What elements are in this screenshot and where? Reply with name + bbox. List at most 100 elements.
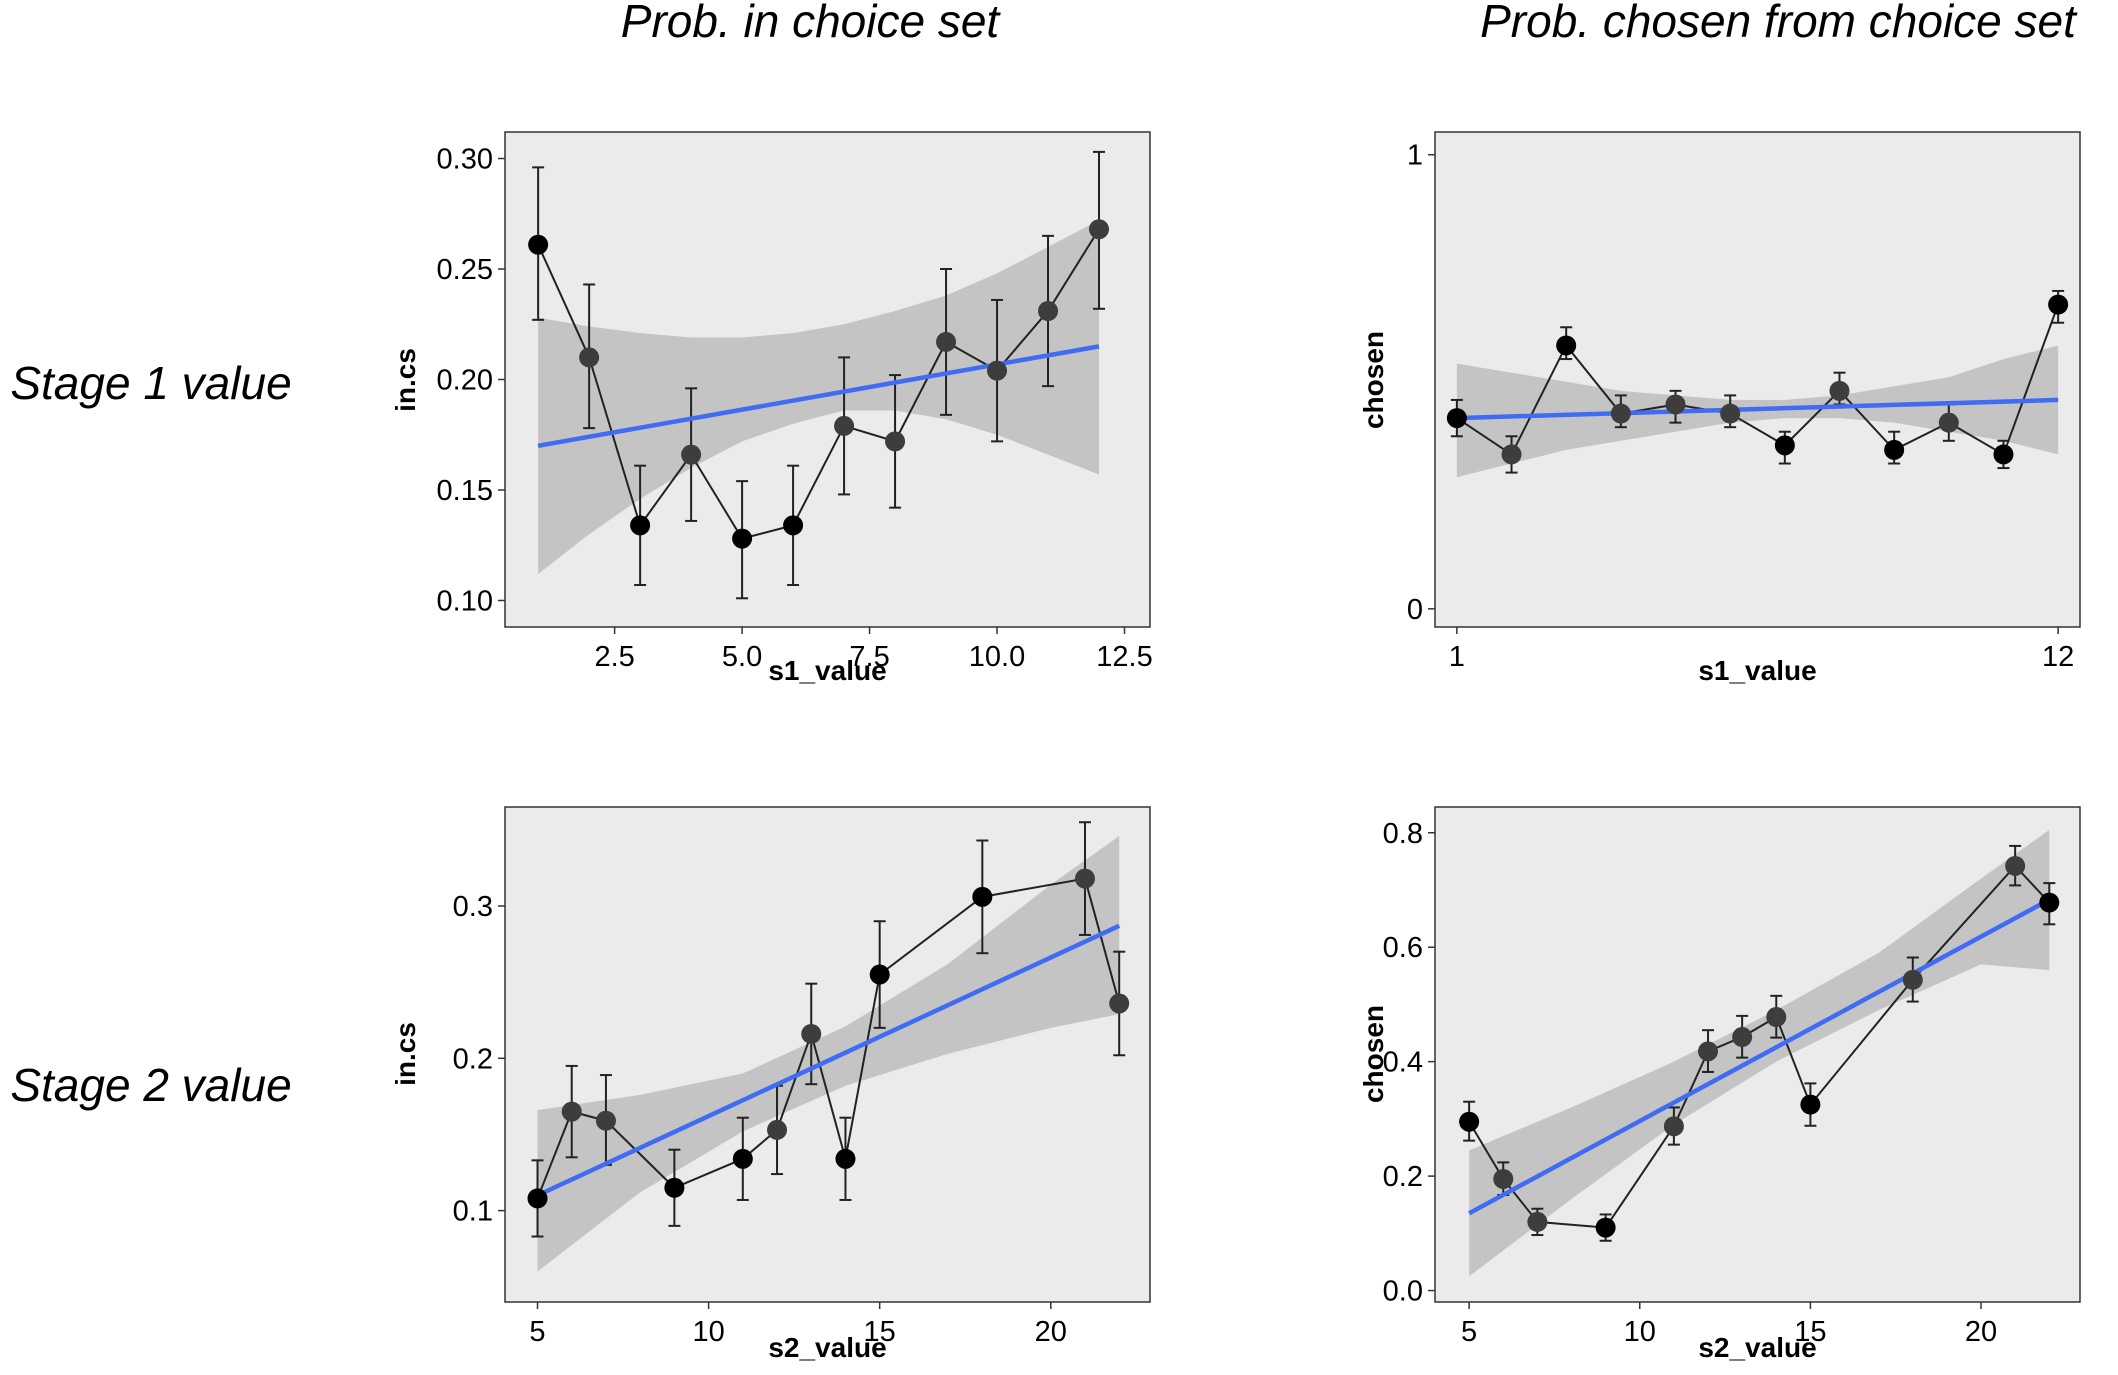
y-tick-label: 0.4: [1383, 1047, 1423, 1079]
data-point: [1938, 412, 1959, 433]
data-point: [987, 360, 1008, 381]
fit-line: [1468, 897, 2051, 1216]
y-tick-label: 0: [1407, 594, 1423, 626]
data-point: [595, 1110, 616, 1131]
y-tick-label: 0.3: [453, 891, 493, 923]
y-tick-label: 0.6: [1383, 932, 1423, 964]
data-point: [1446, 408, 1467, 429]
data-point: [835, 1148, 856, 1169]
fit-line: [1456, 397, 2059, 421]
data-point: [732, 528, 753, 549]
column-title-chosen-from-choice-set: Prob. chosen from choice set: [1480, 0, 2078, 47]
x-tick-label: 1: [1449, 641, 1465, 673]
data-point: [972, 886, 993, 907]
data-point: [1663, 1116, 1684, 1137]
x-axis-title: s1_value: [768, 655, 886, 686]
data-point: [1038, 300, 1059, 321]
chart-panel-3: 0.1 0.2 0.3 5 10 15 20 s2_value in.cs: [390, 806, 1151, 1363]
data-point: [1884, 439, 1905, 460]
data-point: [1493, 1168, 1514, 1189]
x-tick-label: 15: [1794, 1316, 1826, 1348]
y-tick-label: 0.1: [453, 1196, 493, 1228]
y-tick-label: 0.20: [437, 365, 493, 397]
x-tick-label: 10: [692, 1316, 724, 1348]
data-point: [1732, 1027, 1753, 1048]
y-tick-label: 0.15: [437, 475, 493, 507]
data-point: [1774, 435, 1795, 456]
confidence-band: [1469, 829, 2050, 1277]
data-point: [1527, 1211, 1548, 1232]
data-point: [1556, 335, 1577, 356]
confidence-band: [537, 835, 1120, 1272]
fit-line: [537, 344, 1100, 449]
x-tick-label: 20: [1035, 1316, 1067, 1348]
y-tick-label: 0.2: [1383, 1161, 1423, 1193]
y-tick-label: 0.2: [453, 1043, 493, 1075]
y-axis-title: chosen: [1358, 1005, 1389, 1103]
x-tick-label: 7.5: [849, 641, 889, 673]
confidence-band: [1456, 345, 2059, 478]
data-point: [2005, 855, 2026, 876]
y-axis-title: in.cs: [390, 348, 421, 412]
y-tick-label: 0.0: [1383, 1276, 1423, 1308]
data-point: [681, 444, 702, 465]
y-tick-label: 0.8: [1383, 818, 1423, 850]
data-point: [561, 1101, 582, 1122]
y-tick-label: 0.25: [437, 254, 493, 286]
data-point: [1698, 1041, 1719, 1062]
data-point: [1665, 394, 1686, 415]
data-point: [767, 1119, 788, 1140]
data-point: [869, 964, 890, 985]
data-point: [936, 331, 957, 352]
data-point: [2048, 294, 2069, 315]
data-point: [630, 515, 651, 536]
x-tick-label: 10: [1624, 1316, 1656, 1348]
x-tick-label: 10.0: [969, 641, 1025, 673]
data-point: [783, 515, 804, 536]
y-tick-label: 0.30: [437, 144, 493, 176]
x-axis-title: s1_value: [1698, 655, 1816, 686]
data-point: [1800, 1094, 1821, 1115]
data-point: [1993, 444, 2014, 465]
data-point: [1766, 1007, 1787, 1028]
y-axis-title: in.cs: [390, 1022, 421, 1086]
data-point: [1109, 993, 1130, 1014]
y-axis-title: chosen: [1358, 331, 1389, 429]
y-tick-label: 0.10: [437, 585, 493, 617]
row-title-stage-1: Stage 1 value: [10, 357, 291, 409]
data-point: [579, 347, 600, 368]
chart-panel-4: 0.0 0.2 0.4 0.6 0.8 5 10 15 20 s2_value chosen: [1358, 806, 2081, 1363]
data-point: [1595, 1217, 1616, 1238]
fit-line: [536, 923, 1121, 1198]
data-point: [885, 431, 906, 452]
x-tick-label: 15: [864, 1316, 896, 1348]
data-point: [1610, 403, 1631, 424]
x-tick-label: 5: [529, 1316, 545, 1348]
data-point: [1501, 444, 1522, 465]
x-tick-label: 20: [1965, 1316, 1997, 1348]
x-tick-label: 12: [2042, 641, 2074, 673]
x-axis-title: s2_value: [768, 1332, 886, 1363]
x-tick-label: 5.0: [722, 641, 762, 673]
data-point: [732, 1148, 753, 1169]
row-title-stage-2: Stage 2 value: [10, 1059, 291, 1111]
data-point: [1074, 868, 1095, 889]
data-point: [801, 1023, 822, 1044]
chart-panel-1: 0.10 0.15 0.20 0.25 0.30 2.5 5.0 7.5 10.0 12.5 s1_…: [390, 131, 1153, 686]
data-point: [1089, 219, 1110, 240]
data-point: [528, 234, 549, 255]
x-tick-label: 2.5: [594, 641, 634, 673]
data-point: [1720, 403, 1741, 424]
data-point: [834, 415, 855, 436]
x-axis-title: s2_value: [1698, 1332, 1816, 1363]
data-point: [1459, 1111, 1480, 1132]
series-line: [1456, 304, 2060, 456]
data-point: [2039, 892, 2060, 913]
data-point: [1902, 969, 1923, 990]
y-tick-label: 1: [1407, 140, 1423, 172]
data-point: [527, 1188, 548, 1209]
x-tick-label: 12.5: [1096, 641, 1152, 673]
chart-panels: 0.100.150.200.250.302.5 5.0 7.5 10.0 12.5s1_…: [390, 131, 2081, 1363]
